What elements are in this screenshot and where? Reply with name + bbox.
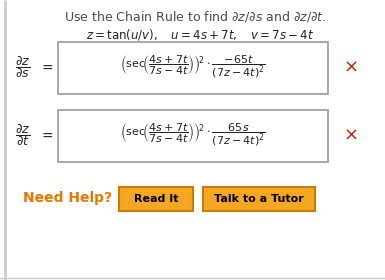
Text: $\left(\mathrm{sec}\!\left(\dfrac{4s+7t}{7s-4t}\right)\right)^{\!2}\cdot\dfrac{-: $\left(\mathrm{sec}\!\left(\dfrac{4s+7t}… bbox=[120, 54, 266, 80]
Text: $=$: $=$ bbox=[38, 128, 54, 142]
Text: Talk to a Tutor: Talk to a Tutor bbox=[214, 194, 304, 204]
Text: Need Help?: Need Help? bbox=[23, 191, 112, 205]
Text: Use the Chain Rule to find $\partial z/\partial s$ and $\partial z/\partial t$.: Use the Chain Rule to find $\partial z/\… bbox=[64, 10, 326, 25]
Text: $\times$: $\times$ bbox=[343, 58, 357, 76]
Text: Read It: Read It bbox=[134, 194, 178, 204]
FancyBboxPatch shape bbox=[203, 187, 315, 211]
Text: $\times$: $\times$ bbox=[343, 126, 357, 144]
Bar bbox=[58, 110, 328, 162]
FancyBboxPatch shape bbox=[119, 187, 193, 211]
Text: $\dfrac{\partial z}{\partial s}$: $\dfrac{\partial z}{\partial s}$ bbox=[15, 54, 31, 80]
Text: $\left(\mathrm{sec}\!\left(\dfrac{4s+7t}{7s-4t}\right)\right)^{\!2}\cdot\dfrac{6: $\left(\mathrm{sec}\!\left(\dfrac{4s+7t}… bbox=[120, 122, 266, 148]
Text: $\dfrac{\partial z}{\partial t}$: $\dfrac{\partial z}{\partial t}$ bbox=[15, 122, 31, 148]
Text: $=$: $=$ bbox=[38, 60, 54, 74]
Bar bbox=[58, 42, 328, 94]
Text: $z = \tan(u/v), \quad u = 4s + 7t, \quad v = 7s - 4t$: $z = \tan(u/v), \quad u = 4s + 7t, \quad… bbox=[86, 27, 314, 41]
